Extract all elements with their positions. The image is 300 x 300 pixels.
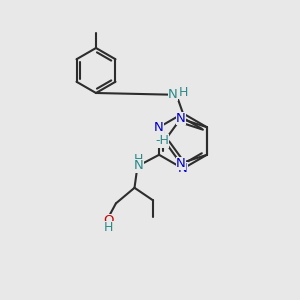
Text: N: N (178, 162, 188, 175)
Text: O: O (103, 214, 114, 227)
Text: H: H (134, 153, 143, 166)
Text: N: N (168, 88, 178, 101)
Text: N: N (134, 159, 144, 172)
Text: N: N (176, 112, 185, 125)
Text: H: H (104, 221, 113, 234)
Text: N: N (154, 121, 164, 134)
Text: N: N (160, 134, 169, 148)
Text: H: H (178, 86, 188, 99)
Text: N: N (176, 157, 185, 170)
Text: -H: -H (155, 134, 169, 148)
